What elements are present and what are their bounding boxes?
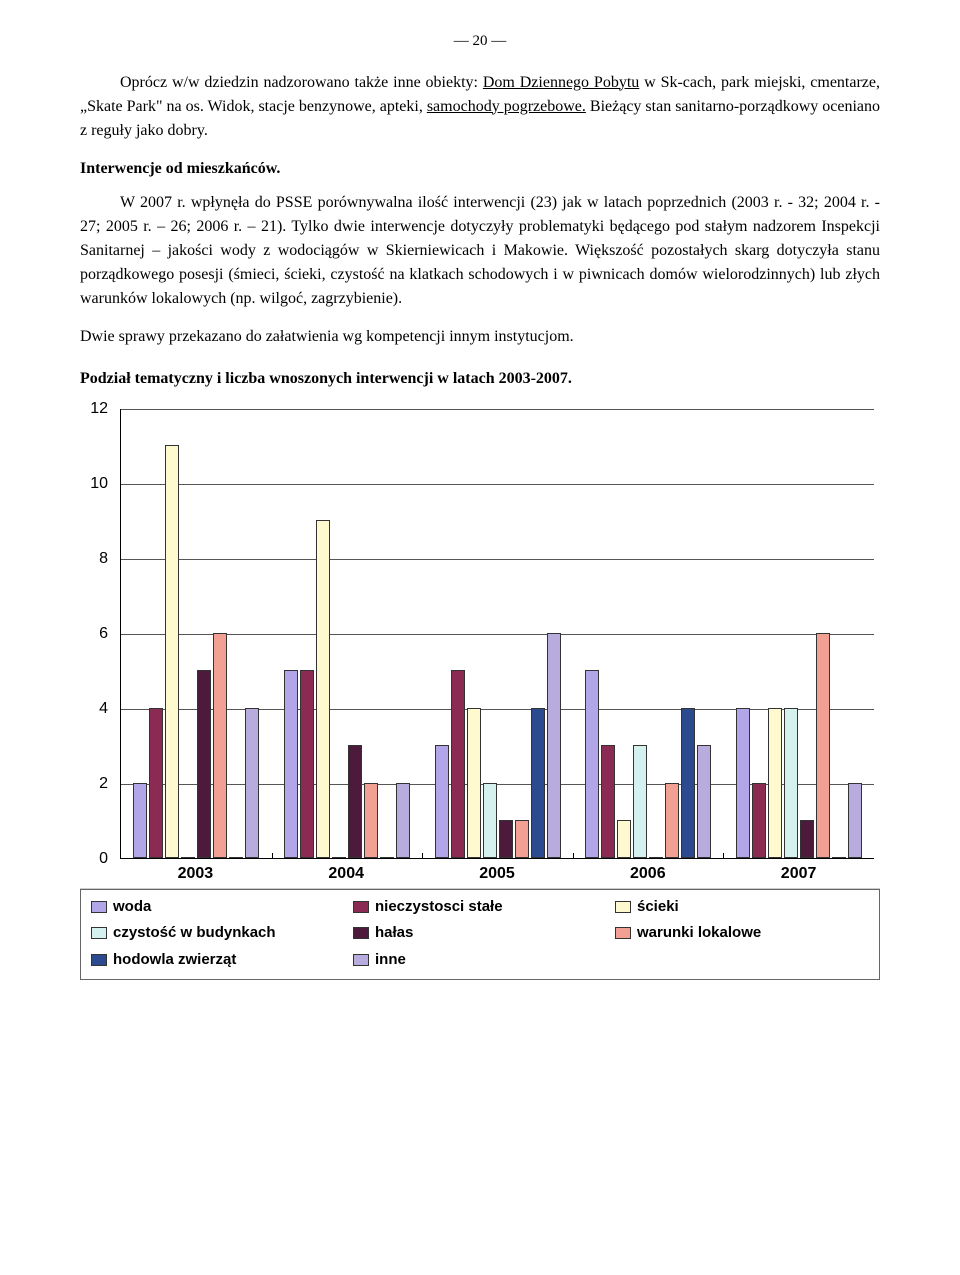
bar bbox=[816, 633, 830, 858]
legend-swatch bbox=[91, 927, 107, 939]
legend-swatch bbox=[353, 927, 369, 939]
bar bbox=[300, 670, 314, 858]
legend-label: czystość w budynkach bbox=[113, 922, 276, 945]
bar bbox=[585, 670, 599, 858]
paragraph-3: Dwie sprawy przekazano do załatwienia wg… bbox=[80, 325, 880, 349]
grid-line bbox=[121, 409, 874, 410]
bar-group bbox=[585, 670, 711, 858]
x-category-label: 2003 bbox=[178, 862, 214, 886]
bar bbox=[451, 670, 465, 858]
legend-label: warunki lokalowe bbox=[637, 922, 761, 945]
legend-swatch bbox=[615, 901, 631, 913]
bar bbox=[736, 708, 750, 858]
legend-swatch bbox=[353, 954, 369, 966]
legend-item: ścieki bbox=[615, 896, 869, 919]
bar bbox=[617, 820, 631, 858]
legend-item: hodowla zwierząt bbox=[91, 949, 345, 972]
plot-area bbox=[120, 409, 874, 859]
legend-swatch bbox=[615, 927, 631, 939]
bar bbox=[213, 633, 227, 858]
legend-label: inne bbox=[375, 949, 406, 972]
chart-legend: woda nieczystosci stałe ścieki czystość w b… bbox=[80, 889, 880, 981]
legend-item: woda bbox=[91, 896, 345, 919]
bar bbox=[768, 708, 782, 858]
bar bbox=[633, 745, 647, 858]
bar bbox=[245, 708, 259, 858]
bar bbox=[348, 745, 362, 858]
x-category-label: 2005 bbox=[479, 862, 515, 886]
legend-label: hodowla zwierząt bbox=[113, 949, 236, 972]
bar bbox=[547, 633, 561, 858]
bar bbox=[531, 708, 545, 858]
bar bbox=[665, 783, 679, 858]
bar bbox=[284, 670, 298, 858]
y-tick-label: 2 bbox=[80, 772, 108, 796]
legend-item: inne bbox=[353, 949, 607, 972]
chart-title: Podział tematyczny i liczba wnoszonych i… bbox=[80, 367, 880, 391]
p1-pre: Oprócz w/w dziedzin nadzorowano także in… bbox=[120, 74, 483, 91]
section-heading: Interwencje od mieszkańców. bbox=[80, 157, 880, 181]
bar bbox=[515, 820, 529, 858]
bar bbox=[752, 783, 766, 858]
bar bbox=[435, 745, 449, 858]
paragraph-2: W 2007 r. wpłynęła do PSSE porównywalna … bbox=[80, 191, 880, 311]
bar bbox=[848, 783, 862, 858]
bar-group bbox=[736, 633, 862, 858]
bar bbox=[601, 745, 615, 858]
legend-label: hałas bbox=[375, 922, 413, 945]
legend-item: nieczystosci stałe bbox=[353, 896, 607, 919]
bar-group bbox=[133, 445, 259, 858]
x-axis: 2003 2004 2005 2006 2007 bbox=[120, 858, 874, 888]
bar bbox=[149, 708, 163, 858]
p1-underline-2: samochody pogrzebowe. bbox=[427, 98, 586, 115]
bar bbox=[316, 520, 330, 858]
y-tick-label: 6 bbox=[80, 622, 108, 646]
bar bbox=[197, 670, 211, 858]
bar bbox=[784, 708, 798, 858]
bar bbox=[800, 820, 814, 858]
bar bbox=[467, 708, 481, 858]
bar bbox=[681, 708, 695, 858]
bar bbox=[483, 783, 497, 858]
legend-label: nieczystosci stałe bbox=[375, 896, 503, 919]
legend-label: woda bbox=[113, 896, 151, 919]
y-tick-label: 0 bbox=[80, 847, 108, 871]
y-tick-label: 4 bbox=[80, 697, 108, 721]
legend-label: ścieki bbox=[637, 896, 679, 919]
y-tick-label: 12 bbox=[80, 397, 108, 421]
bar-group bbox=[435, 633, 561, 858]
legend-swatch bbox=[91, 901, 107, 913]
legend-swatch bbox=[91, 954, 107, 966]
bar bbox=[165, 445, 179, 858]
legend-item: warunki lokalowe bbox=[615, 922, 869, 945]
x-category-label: 2004 bbox=[328, 862, 364, 886]
page-number: — 20 — bbox=[80, 30, 880, 53]
legend-item: hałas bbox=[353, 922, 607, 945]
interventions-chart: 024681012 20032004200520062007 wodaniecz… bbox=[80, 409, 880, 981]
x-category-label: 2006 bbox=[630, 862, 666, 886]
bar bbox=[396, 783, 410, 858]
bar-group bbox=[284, 520, 410, 858]
paragraph-1: Oprócz w/w dziedzin nadzorowano także in… bbox=[80, 71, 880, 143]
legend-item: czystość w budynkach bbox=[91, 922, 345, 945]
y-tick-label: 8 bbox=[80, 547, 108, 571]
x-category-label: 2007 bbox=[781, 862, 817, 886]
y-axis: 024681012 bbox=[80, 409, 114, 888]
bar bbox=[499, 820, 513, 858]
bar bbox=[697, 745, 711, 858]
bar bbox=[133, 783, 147, 858]
bar bbox=[364, 783, 378, 858]
legend-swatch bbox=[353, 901, 369, 913]
y-tick-label: 10 bbox=[80, 472, 108, 496]
p1-underline-1: Dom Dziennego Pobytu bbox=[483, 74, 639, 91]
